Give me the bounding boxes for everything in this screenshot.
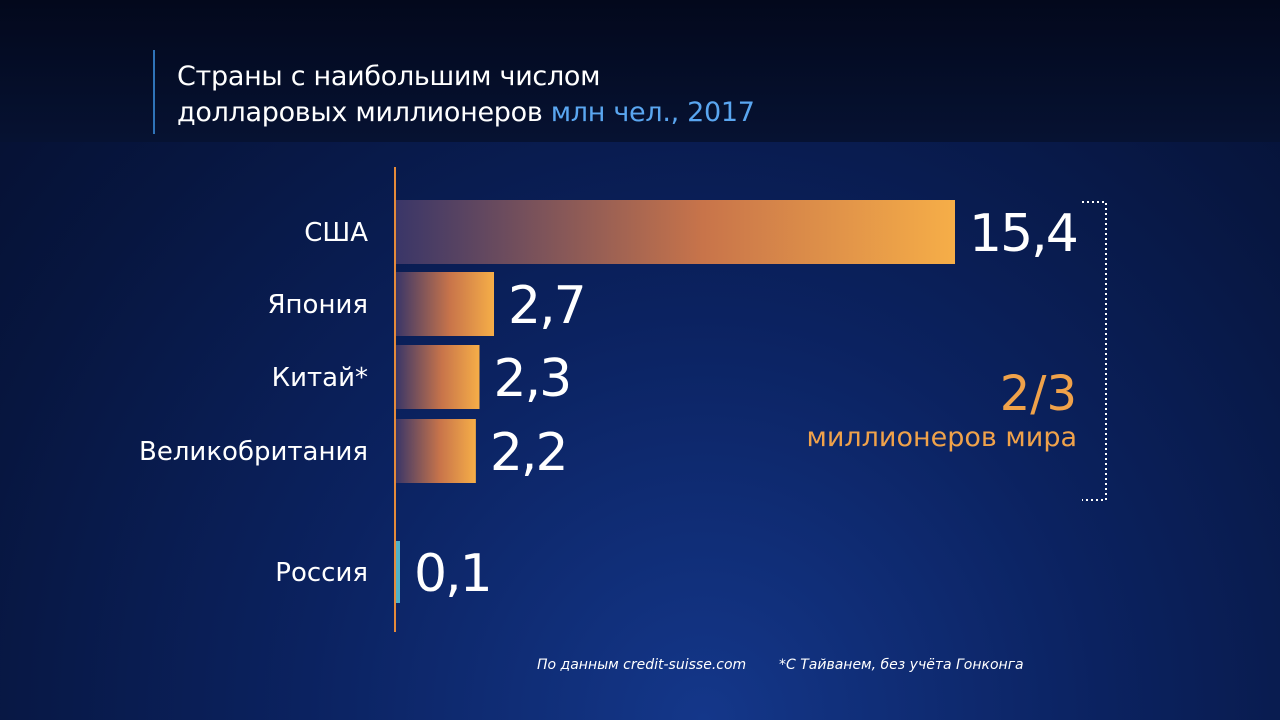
- header-band: Страны с наибольшим числом долларовых ми…: [0, 0, 1280, 142]
- title-line-2: долларовых миллионеров млн чел., 2017: [177, 95, 877, 131]
- title-line-2-text: долларовых миллионеров: [177, 97, 543, 128]
- category-label: США: [304, 218, 368, 248]
- category-label: Китай*: [272, 363, 368, 393]
- header-accent-line: [153, 50, 155, 134]
- bars-group: [396, 200, 955, 603]
- value-label: 0,1: [414, 544, 491, 604]
- title-unit: млн чел., 2017: [550, 97, 755, 128]
- value-label: 2,2: [490, 423, 567, 483]
- category-label: Великобритания: [139, 437, 368, 467]
- share-label: миллионеров мира: [806, 422, 1077, 453]
- title-line-1: Страны с наибольшим числом: [177, 61, 601, 92]
- value-label: 2,3: [493, 349, 570, 409]
- category-labels-group: США Япония Китай* Великобритания Россия: [139, 218, 368, 588]
- asterisk-footnote: *С Тайванем, без учёта Гонконга: [779, 657, 1024, 673]
- bar-2: [396, 345, 480, 409]
- category-label: Россия: [275, 558, 368, 588]
- bar-3: [396, 419, 476, 483]
- value-label: 15,4: [969, 204, 1077, 264]
- value-label: 2,7: [508, 276, 585, 336]
- share-bracket: [1082, 201, 1107, 501]
- source-footnote: По данным credit-suisse.com: [537, 657, 747, 673]
- share-value: 2/3: [999, 366, 1077, 422]
- chart-title: Страны с наибольшим числом долларовых ми…: [177, 59, 877, 131]
- category-label: Япония: [267, 290, 368, 320]
- bar-1: [396, 272, 495, 336]
- value-labels-group: 15,4 2,7 2,3 2,2 0,1: [414, 204, 1079, 604]
- bar-0: [396, 200, 955, 264]
- bar-4: [396, 541, 400, 603]
